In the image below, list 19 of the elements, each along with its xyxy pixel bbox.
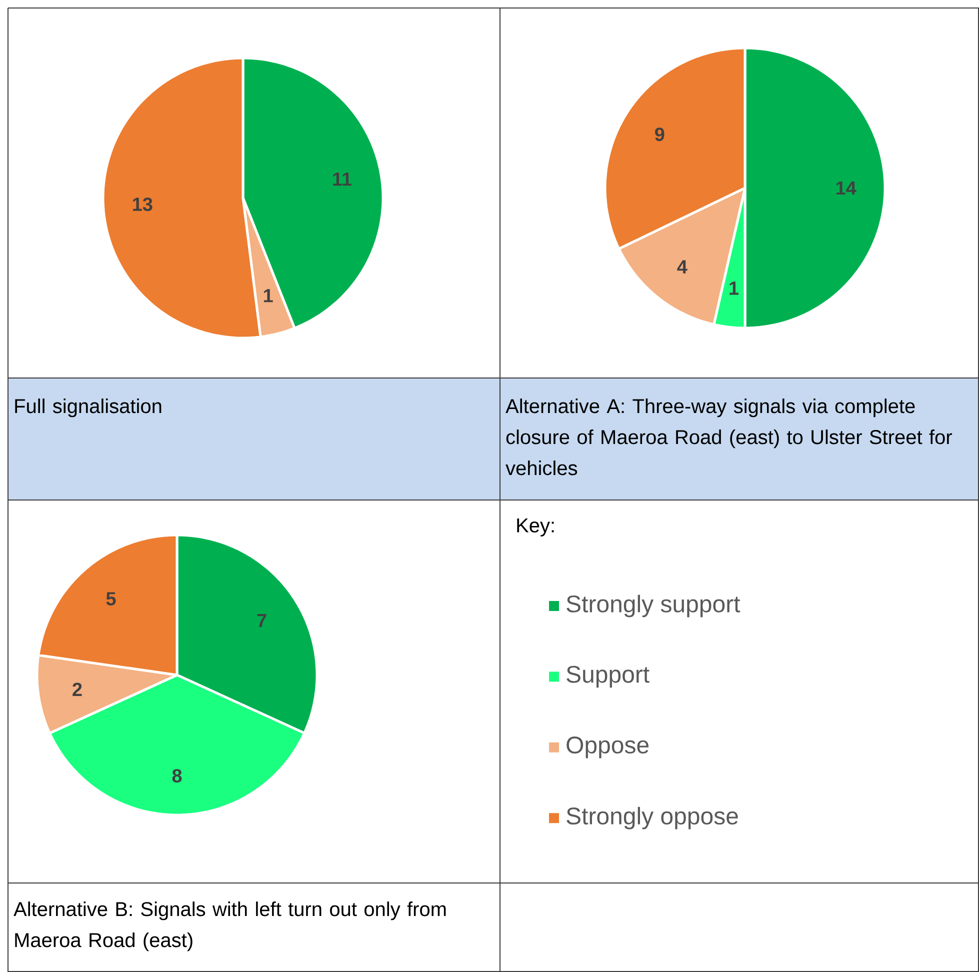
data-label: 11	[333, 172, 352, 186]
legend-label: Oppose	[566, 736, 649, 758]
data-label: 8	[172, 769, 182, 783]
data-label: 7	[257, 614, 266, 628]
text: Full signalisation	[15, 398, 162, 418]
data-label: 1	[730, 282, 738, 295]
data-label: 14	[836, 181, 856, 195]
legend-label: Support	[566, 666, 650, 688]
data-label: 4	[677, 260, 688, 274]
text: Alternative A: Three-way signals via complete closure of Maeroa Road (east) to Ulster Street for vehicles	[506, 398, 952, 476]
data-label: 5	[106, 592, 116, 606]
data-label: 1	[264, 289, 273, 302]
legend-label: Strongly support	[566, 594, 740, 618]
data-label: 2	[72, 682, 82, 696]
data-label: 13	[133, 198, 152, 212]
data-label: 9	[655, 128, 664, 142]
legend-title: Key:	[517, 518, 554, 536]
text: Alternative B: Signals with left turn out only from Maeroa Road (east)	[14, 902, 446, 952]
legend-label: Strongly oppose	[566, 806, 738, 830]
